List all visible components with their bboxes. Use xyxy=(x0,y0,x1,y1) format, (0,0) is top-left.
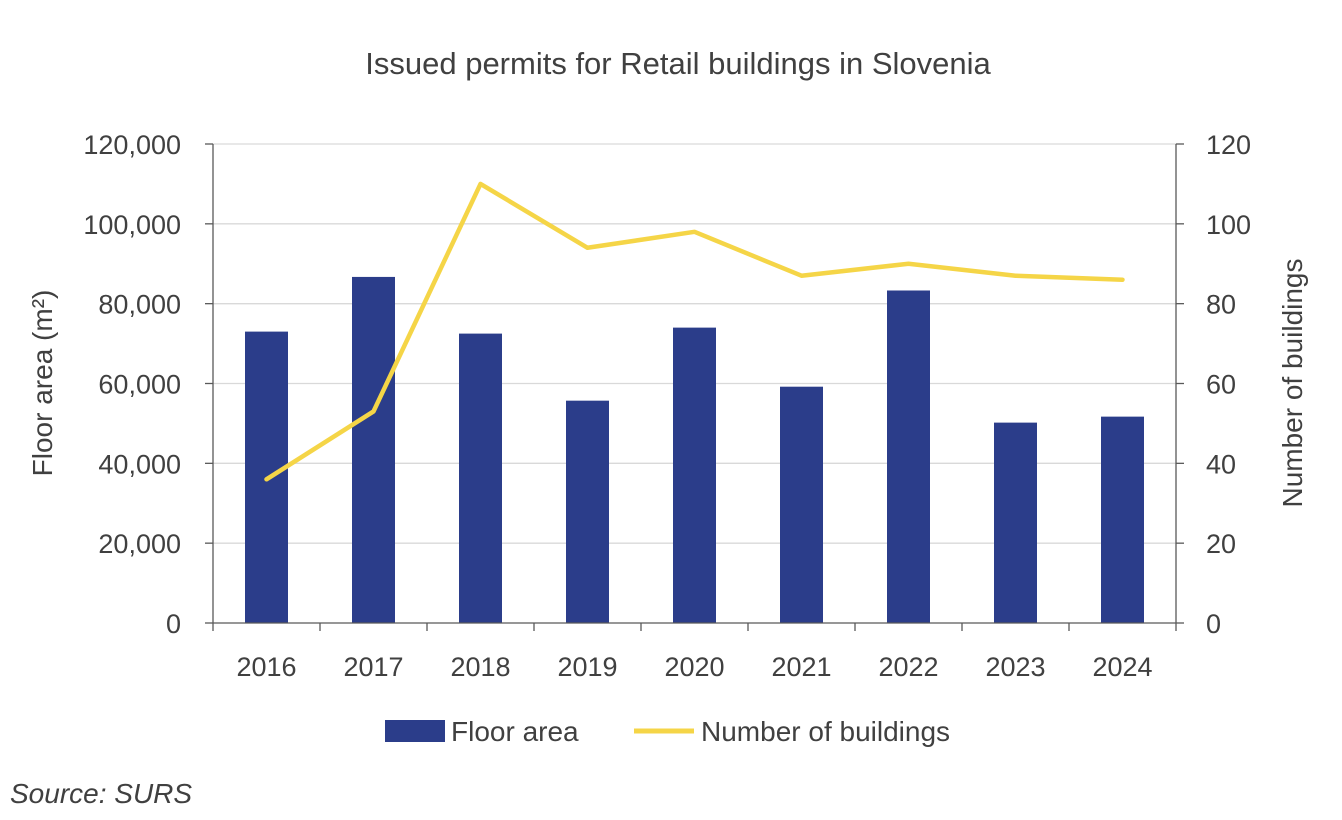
x-tick-label: 2021 xyxy=(771,652,831,682)
bar-2017 xyxy=(352,276,395,623)
bar-2024 xyxy=(1101,416,1144,623)
source-note: Source: SURS xyxy=(10,778,193,809)
bar-2018 xyxy=(459,333,502,623)
y-tick-label: 120,000 xyxy=(83,130,181,160)
y2-tick-label: 100 xyxy=(1206,210,1251,240)
bar-2023 xyxy=(994,422,1037,623)
y-axis-label: Floor area (m²) xyxy=(27,290,58,477)
x-tick-label: 2024 xyxy=(1092,652,1152,682)
y2-axis-label: Number of buildings xyxy=(1277,258,1308,507)
y2-tick-label: 120 xyxy=(1206,130,1251,160)
x-tick-label: 2016 xyxy=(236,652,296,682)
y2-tick-label: 40 xyxy=(1206,449,1236,479)
x-tick-label: 2018 xyxy=(450,652,510,682)
chart: Issued permits for Retail buildings in S… xyxy=(27,46,1308,747)
bar-2019 xyxy=(566,400,609,623)
y-tick-label: 0 xyxy=(166,609,181,639)
y-tick-label: 60,000 xyxy=(98,370,181,400)
y2-tick-label: 20 xyxy=(1206,529,1236,559)
legend-label-number-of-buildings: Number of buildings xyxy=(701,716,950,747)
y2-tick-label: 0 xyxy=(1206,609,1221,639)
y2-tick-label: 60 xyxy=(1206,370,1236,400)
x-tick-label: 2019 xyxy=(557,652,617,682)
legend-label-floor-area: Floor area xyxy=(451,716,579,747)
legend: Floor area Number of buildings xyxy=(385,716,950,747)
legend-swatch-floor-area xyxy=(385,720,445,742)
x-tick-label: 2022 xyxy=(878,652,938,682)
axes: 0 20,000 40,000 60,000 80,000 100,000 120,000 0… xyxy=(83,130,1251,682)
bar-series-floor-area xyxy=(245,276,1144,623)
bar-2021 xyxy=(780,386,823,623)
x-tick-label: 2017 xyxy=(343,652,403,682)
y-tick-label: 40,000 xyxy=(98,449,181,479)
bar-2022 xyxy=(887,290,930,623)
bar-2020 xyxy=(673,327,716,623)
y2-tick-label: 80 xyxy=(1206,290,1236,320)
line-series-number-of-buildings xyxy=(264,181,1125,482)
y-tick-label: 100,000 xyxy=(83,210,181,240)
y-tick-label: 20,000 xyxy=(98,529,181,559)
x-tick-label: 2023 xyxy=(985,652,1045,682)
y-tick-label: 80,000 xyxy=(98,290,181,320)
x-tick-label: 2020 xyxy=(664,652,724,682)
chart-title: Issued permits for Retail buildings in S… xyxy=(365,46,991,81)
